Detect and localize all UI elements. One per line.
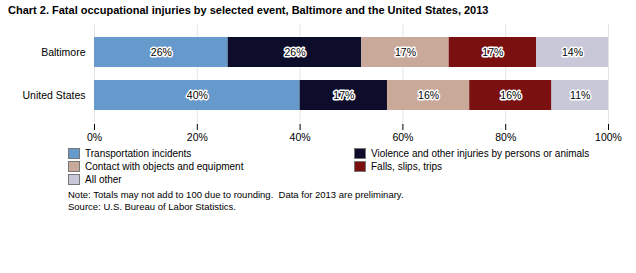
- svg-text:80%: 80%: [495, 131, 516, 143]
- svg-text:11%: 11%: [570, 89, 590, 101]
- svg-text:14%: 14%: [562, 46, 583, 58]
- html-text:Transportation incidents: Transportation incidents: [85, 148, 192, 159]
- html-text:Violence and other injuries by: Violence and other injuries by persons o…: [371, 148, 590, 159]
- svg-text:40%: 40%: [290, 131, 311, 143]
- svg-text:26%: 26%: [284, 46, 305, 58]
- svg-text:26%: 26%: [151, 46, 172, 58]
- svg-text:40%: 40%: [187, 89, 208, 101]
- svg-text:60%: 60%: [392, 131, 413, 143]
- html-text:Chart 2. Fatal occupational in: Chart 2. Fatal occupational injuries by …: [8, 4, 489, 16]
- svg-text:17%: 17%: [482, 46, 503, 58]
- svg-text:100%: 100%: [595, 131, 622, 143]
- svg-text:20%: 20%: [187, 131, 208, 143]
- svg-text:United States: United States: [22, 89, 85, 101]
- html-text:Contact with objects and equip: Contact with objects and equipment: [85, 161, 244, 172]
- svg-text:16%: 16%: [418, 89, 439, 101]
- html-text:All other: All other: [85, 174, 122, 185]
- html-text:Source: U.S. Bureau of Labor S: Source: U.S. Bureau of Labor Statistics.: [68, 201, 236, 212]
- svg-text:17%: 17%: [395, 46, 416, 58]
- svg-text:0%: 0%: [87, 131, 102, 143]
- svg-text:16%: 16%: [500, 89, 521, 101]
- svg-text:Baltimore: Baltimore: [41, 46, 86, 58]
- html-text:Falls, slips, trips: Falls, slips, trips: [371, 161, 443, 172]
- html-text:Note: Totals may not add to 10: Note: Totals may not add to 100 due to r…: [68, 189, 404, 200]
- svg-text:17%: 17%: [333, 89, 354, 101]
